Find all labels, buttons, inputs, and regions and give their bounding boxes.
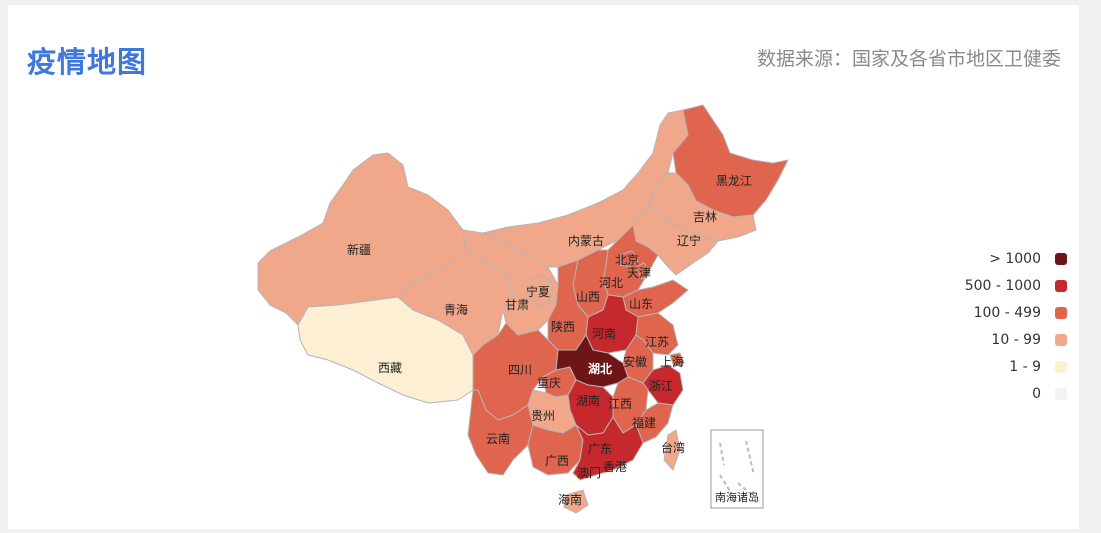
label-guizhou: 贵州: [531, 409, 555, 423]
label-gansu: 甘肃: [505, 298, 529, 312]
legend-label: > 1000: [989, 250, 1041, 267]
data-source: 数据来源：国家及各省市地区卫健委: [756, 48, 1061, 70]
legend-swatch: [1055, 306, 1067, 319]
legend-swatch: [1055, 387, 1067, 400]
label-fujian: 福建: [632, 415, 656, 430]
label-qinghai: 青海: [444, 302, 468, 317]
province-beijing[interactable]: [619, 250, 639, 268]
legend-item[interactable]: 500 - 1000: [907, 272, 1067, 299]
label-taiwan: 台湾: [661, 440, 685, 455]
province-ningxia[interactable]: [527, 274, 554, 308]
label-zhejiang: 浙江: [649, 379, 673, 393]
label-nanhai: 南海诸岛: [715, 490, 759, 504]
label-xizang: 西藏: [378, 361, 402, 375]
label-aomen: 澳门: [577, 465, 601, 480]
label-shanxi: 山西: [576, 290, 600, 304]
label-chongqing: 重庆: [537, 376, 561, 390]
label-liaoning: 辽宁: [677, 233, 701, 248]
legend-item[interactable]: 100 - 499: [907, 299, 1067, 326]
label-xianggang: 香港: [603, 460, 627, 474]
province-tianjin[interactable]: [635, 262, 651, 280]
legend-item[interactable]: > 1000: [907, 245, 1067, 272]
label-tianjin: 天津: [627, 266, 651, 280]
label-anhui: 安徽: [623, 354, 647, 369]
legend-swatch: [1055, 360, 1067, 373]
label-heilongjiang: 黑龙江: [716, 174, 752, 188]
province-hainan[interactable]: [563, 489, 589, 514]
legend-label: 0: [1032, 385, 1041, 402]
label-shandong: 山东: [629, 297, 653, 311]
label-neimenggu: 内蒙古: [568, 233, 604, 248]
china-map: 南海诸岛 新疆 西藏 青海 甘肃 内蒙古 黑龙江 吉林 辽宁 北京 天津 河北 …: [8, 5, 1079, 529]
china-map-svg: 南海诸岛 新疆 西藏 青海 甘肃 内蒙古 黑龙江 吉林 辽宁 北京 天津 河北 …: [257, 104, 789, 514]
page-title: 疫情地图: [27, 45, 148, 79]
map-card: 疫情地图 数据来源：国家及各省市地区卫健委: [8, 5, 1079, 529]
label-shaanxi: 陕西: [551, 319, 575, 334]
legend-label: 100 - 499: [973, 304, 1041, 321]
province-taiwan[interactable]: [663, 429, 681, 471]
label-yunnan: 云南: [486, 431, 510, 446]
label-jiangxi: 江西: [608, 397, 632, 411]
label-hubei: 湖北: [588, 361, 612, 376]
label-jiangsu: 江苏: [645, 335, 669, 349]
label-jilin: 吉林: [693, 210, 717, 224]
label-shanghai: 上海: [660, 354, 684, 369]
legend-swatch: [1055, 333, 1067, 346]
legend-item[interactable]: 10 - 99: [907, 326, 1067, 353]
legend-item[interactable]: 0: [907, 380, 1067, 407]
legend-swatch: [1055, 279, 1067, 292]
legend-swatch: [1055, 252, 1067, 265]
province-fujian[interactable]: [635, 402, 674, 444]
label-ningxia: 宁夏: [526, 284, 550, 299]
label-guangxi: 广西: [545, 454, 569, 468]
legend-label: 1 - 9: [1009, 358, 1041, 375]
label-guangdong: 广东: [588, 442, 612, 456]
label-xinjiang: 新疆: [347, 242, 371, 257]
label-henan: 河南: [592, 326, 616, 341]
legend-item[interactable]: 1 - 9: [907, 353, 1067, 380]
label-hainan: 海南: [558, 492, 582, 507]
legend-label: 10 - 99: [991, 331, 1041, 348]
label-hebei: 河北: [599, 276, 623, 290]
south-sea-inset: 南海诸岛: [710, 429, 764, 509]
province-guangdong[interactable]: [572, 416, 644, 481]
label-hunan: 湖南: [576, 393, 600, 408]
province-labels: 新疆 西藏 青海 甘肃 内蒙古 黑龙江 吉林 辽宁 北京 天津 河北 山西 山东…: [347, 174, 752, 507]
label-beijing: 北京: [615, 253, 639, 267]
legend-label: 500 - 1000: [964, 277, 1041, 294]
province-shanghai[interactable]: [669, 352, 685, 368]
map-legend: > 1000 500 - 1000 100 - 499 10 - 99 1 - …: [907, 245, 1067, 407]
label-sichuan: 四川: [508, 363, 532, 377]
